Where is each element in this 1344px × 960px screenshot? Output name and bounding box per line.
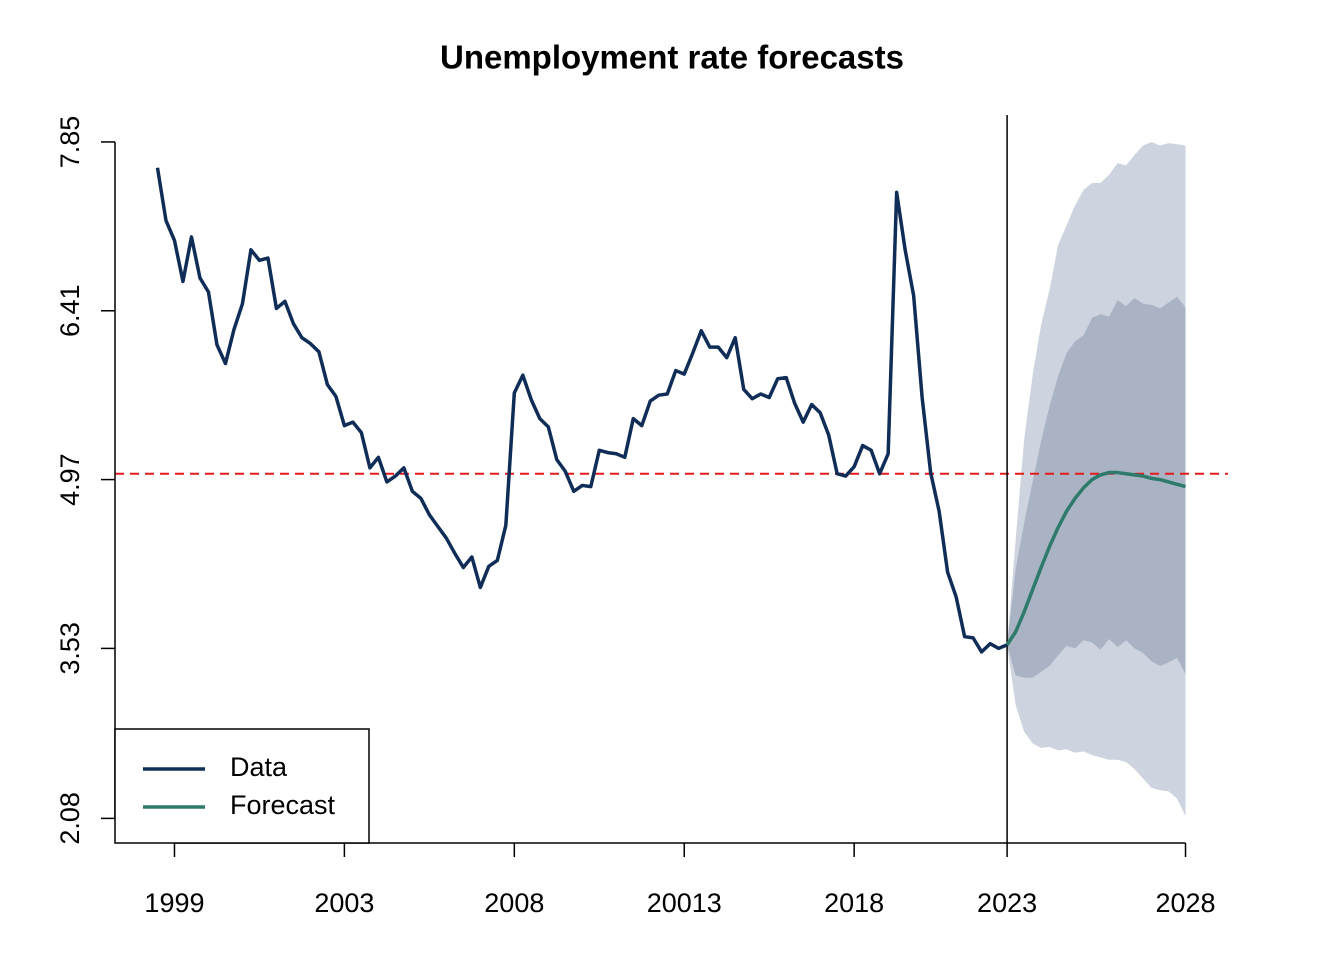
x-tick-label: 2008 bbox=[484, 888, 544, 918]
y-tick-label: 7.85 bbox=[55, 116, 85, 169]
y-tick-label: 4.97 bbox=[55, 453, 85, 506]
x-tick-label: 20013 bbox=[647, 888, 722, 918]
series-line bbox=[1005, 470, 1186, 646]
legend-label: Data bbox=[230, 752, 288, 782]
x-tick-label: 2023 bbox=[977, 888, 1037, 918]
legend-box bbox=[114, 728, 370, 844]
y-tick-label: 3.53 bbox=[55, 622, 85, 675]
x-tick-label: 2003 bbox=[314, 888, 374, 918]
forecast-band bbox=[1007, 296, 1186, 678]
series-line bbox=[155, 167, 1008, 654]
y-tick-label: 6.41 bbox=[55, 284, 85, 337]
chart-title: Unemployment rate forecasts bbox=[440, 39, 904, 76]
x-tick-label: 1999 bbox=[144, 888, 204, 918]
x-tick-label: 2018 bbox=[824, 888, 884, 918]
x-tick-label: 2028 bbox=[1155, 888, 1215, 918]
legend-label: Forecast bbox=[230, 790, 336, 820]
y-tick-label: 2.08 bbox=[55, 792, 85, 845]
